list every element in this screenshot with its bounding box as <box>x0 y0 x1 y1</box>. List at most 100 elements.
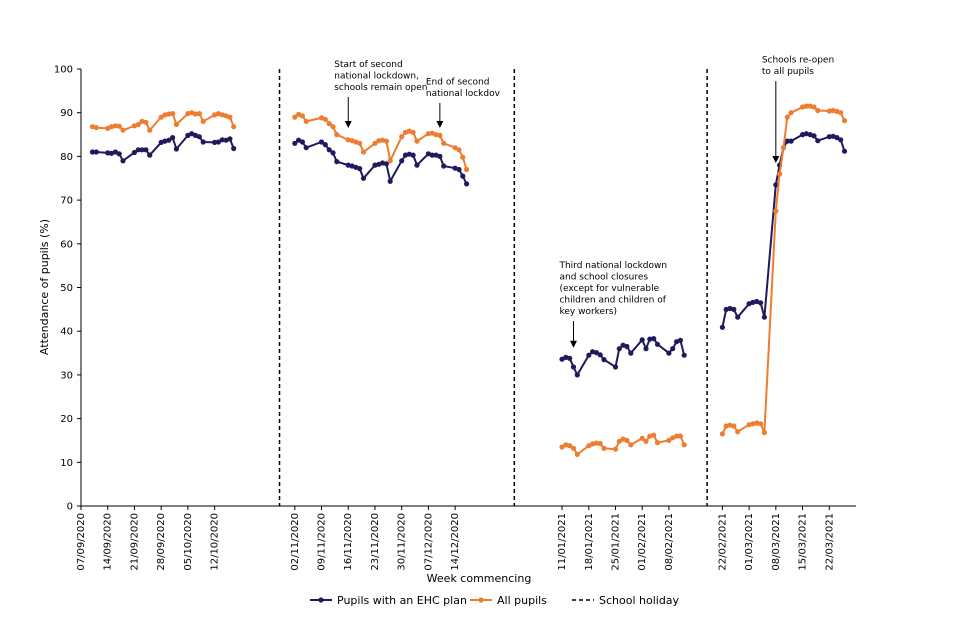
data-point <box>441 140 447 146</box>
data-point <box>639 435 645 441</box>
data-point <box>166 111 172 117</box>
x-tick-label: 18/01/2021 <box>584 513 595 571</box>
data-point <box>200 139 206 145</box>
data-point <box>570 445 577 451</box>
x-tick-label: 15/03/2021 <box>798 513 809 571</box>
y-tick-label: 60 <box>60 239 73 250</box>
data-point <box>425 131 431 137</box>
annotation-arrowhead <box>772 155 780 163</box>
data-point <box>456 166 462 173</box>
data-point <box>303 145 309 151</box>
annotation-text: national lockdov <box>426 89 501 99</box>
y-tick-label: 100 <box>54 65 73 76</box>
data-point <box>735 429 741 435</box>
data-point <box>372 140 378 146</box>
annotation-arrowhead <box>436 120 444 128</box>
data-point <box>231 145 237 152</box>
data-point <box>597 440 603 447</box>
data-point <box>196 111 202 117</box>
data-point <box>838 110 844 116</box>
data-point <box>567 443 573 449</box>
x-tick-label: 16/11/2020 <box>343 513 354 571</box>
data-point <box>299 139 305 145</box>
data-point <box>93 125 99 131</box>
data-point <box>322 116 328 122</box>
y-tick-label: 80 <box>60 152 73 163</box>
data-point <box>670 346 676 352</box>
data-point <box>761 314 768 320</box>
data-point <box>357 140 363 146</box>
x-tick-label: 09/11/2020 <box>317 513 328 571</box>
data-point <box>131 149 137 156</box>
data-point <box>215 139 221 145</box>
data-point <box>681 352 687 358</box>
data-point <box>586 352 592 358</box>
series-group <box>89 103 848 457</box>
series-line <box>721 132 846 328</box>
data-point <box>719 431 726 437</box>
y-tick-label: 30 <box>60 370 73 381</box>
data-point <box>834 135 840 141</box>
annotation-arrowhead <box>344 120 352 128</box>
legend-marker <box>478 597 484 603</box>
data-point <box>460 154 466 160</box>
annotation-text: to all pupils <box>762 67 814 77</box>
data-point <box>93 149 99 155</box>
annotation-text: key workers) <box>559 307 617 317</box>
annotation-text: (except for vulnerable <box>559 284 659 294</box>
data-point <box>788 138 794 144</box>
annotation-text: Third national lockdown <box>558 261 667 271</box>
data-point <box>681 442 687 448</box>
data-point <box>731 306 737 312</box>
data-point <box>612 446 619 452</box>
data-point <box>574 372 580 378</box>
data-point <box>464 166 470 173</box>
x-tick-label: 01/02/2021 <box>637 513 648 571</box>
y-tick-label: 50 <box>60 283 73 294</box>
school-holiday-lines <box>278 69 708 506</box>
data-point <box>841 118 848 124</box>
data-point <box>616 346 622 352</box>
data-point <box>559 356 565 362</box>
data-point <box>597 352 603 358</box>
y-axis: 0 10 20 30 40 50 60 70 80 90 100 <box>54 65 82 513</box>
data-point <box>593 440 600 446</box>
data-point <box>826 134 832 140</box>
data-point <box>559 444 565 450</box>
data-point <box>784 138 790 144</box>
data-point <box>639 337 645 343</box>
data-point <box>654 341 661 347</box>
data-point <box>784 114 790 120</box>
data-point <box>170 111 176 117</box>
x-tick-label: 02/11/2020 <box>290 513 301 571</box>
data-point <box>758 300 764 306</box>
x-tick-label: 14/09/2020 <box>103 513 114 571</box>
annotation-text: children and children of <box>559 296 666 306</box>
data-point <box>322 142 328 148</box>
x-tick-label: 23/11/2020 <box>370 513 381 571</box>
legend-marker <box>318 597 324 603</box>
annotation-text: schools remain open <box>334 83 427 93</box>
data-point <box>570 364 577 370</box>
data-point <box>360 175 367 181</box>
data-point <box>731 423 737 429</box>
data-point <box>628 442 634 448</box>
annotation-text: End of second <box>426 77 490 87</box>
data-point <box>677 433 684 439</box>
legend-item-ehc: Pupils with an EHC plan <box>310 594 467 607</box>
data-point <box>227 136 233 142</box>
data-point <box>120 158 126 164</box>
data-point <box>773 182 779 188</box>
data-point <box>719 324 726 330</box>
data-point <box>460 173 466 179</box>
data-point <box>624 343 630 350</box>
data-point <box>414 162 420 168</box>
x-axis-title: Week commencing <box>427 572 532 585</box>
data-point <box>666 437 672 443</box>
data-point <box>334 159 340 165</box>
data-point <box>433 132 439 138</box>
data-point <box>464 181 470 187</box>
data-point <box>643 438 649 444</box>
data-point <box>173 146 179 152</box>
data-point <box>345 137 351 143</box>
